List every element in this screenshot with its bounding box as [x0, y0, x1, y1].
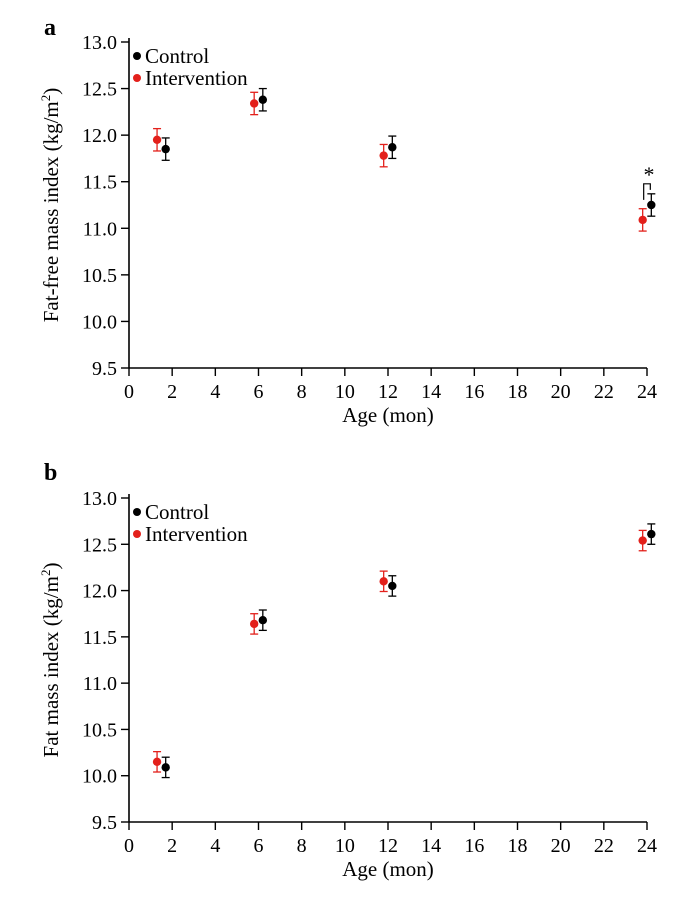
y-tick-label: 11.5: [83, 172, 117, 194]
x-tick-label: 14: [421, 381, 441, 403]
legend-label-control: Control: [145, 44, 209, 68]
y-axis-title-text: Fat mass index (kg/m: [39, 576, 63, 757]
data-point-control: [647, 529, 656, 539]
significance-asterisk: *: [644, 162, 655, 187]
y-tick-label: 10.5: [82, 719, 117, 741]
data-point-control: [258, 95, 268, 104]
x-tick-label: 16: [464, 381, 484, 403]
x-tick-label: 14: [421, 835, 441, 857]
legend-marker-intervention: [133, 530, 141, 538]
data-point-control: [161, 144, 170, 154]
x-tick-label: 12: [378, 835, 398, 857]
x-tick-label: 8: [297, 835, 307, 857]
x-tick-label: 10: [335, 381, 355, 403]
data-point-intervention: [152, 135, 162, 144]
x-tick-label: 18: [508, 381, 528, 403]
x-tick-label: 22: [594, 835, 614, 857]
y-tick-label: 9.5: [92, 812, 117, 834]
significance-bracket: [643, 183, 651, 200]
x-tick-label: 16: [464, 835, 484, 857]
data-point-control: [388, 143, 397, 152]
y-tick-label: 11.5: [83, 627, 117, 649]
x-tick-label: 2: [167, 835, 177, 857]
y-tick-label: 12.5: [82, 534, 117, 556]
y-axis-title-superscript: 2: [38, 95, 53, 102]
panel-label: b: [44, 460, 57, 486]
x-tick-label: 0: [124, 835, 134, 857]
data-point-intervention: [249, 99, 259, 108]
x-tick-label: 6: [254, 835, 264, 857]
y-tick-label: 9.5: [92, 358, 117, 380]
x-tick-label: 24: [637, 835, 657, 857]
x-axis-title: Age (mon): [342, 403, 434, 427]
x-tick-label: 4: [210, 381, 220, 403]
x-tick-label: 2: [167, 381, 177, 403]
y-tick-label: 13.0: [82, 32, 117, 54]
x-tick-label: 22: [594, 381, 614, 403]
legend-label-control: Control: [145, 500, 209, 524]
x-tick-label: 20: [551, 835, 571, 857]
x-tick-label: 20: [551, 381, 571, 403]
data-point-control: [388, 581, 397, 591]
data-point-control: [647, 200, 656, 210]
x-tick-label: 18: [508, 835, 528, 857]
legend-marker-intervention: [133, 74, 141, 82]
y-tick-label: 11.0: [83, 218, 117, 240]
data-point-intervention: [638, 536, 647, 545]
y-axis-title-superscript: 2: [38, 570, 53, 577]
legend-label-intervention: Intervention: [145, 66, 248, 90]
y-axis-title-text: Fat-free mass index (kg/m: [39, 101, 63, 322]
legend-marker-control: [133, 52, 141, 60]
y-tick-label: 12.0: [82, 125, 117, 147]
data-point-control: [161, 763, 170, 772]
x-tick-label: 24: [637, 381, 657, 403]
y-tick-label: 13.0: [82, 488, 117, 510]
panel-label: a: [44, 15, 56, 41]
y-tick-label: 10.0: [82, 766, 117, 788]
x-tick-label: 6: [254, 381, 264, 403]
y-axis-title-close: ): [39, 88, 63, 95]
data-point-intervention: [249, 619, 259, 629]
y-axis-title: Fat-free mass index (kg/m2): [38, 88, 63, 323]
x-tick-label: 8: [297, 381, 307, 403]
legend-label-intervention: Intervention: [145, 522, 248, 546]
data-point-intervention: [638, 215, 647, 225]
y-axis-title: Fat mass index (kg/m2): [38, 563, 63, 758]
chart-panel-b: b9.510.010.511.011.512.012.513.00 2 4 6 8 10 1…: [38, 460, 657, 881]
x-tick-label: 0: [124, 381, 134, 403]
x-tick-label: 4: [210, 835, 220, 857]
y-tick-label: 10.0: [82, 311, 117, 333]
x-tick-label: 12: [378, 381, 398, 403]
x-tick-label: 10: [335, 835, 355, 857]
x-axis-title: Age (mon): [342, 857, 434, 881]
y-axis-title-close: ): [39, 563, 63, 570]
data-point-intervention: [379, 151, 388, 160]
y-tick-label: 11.0: [83, 673, 117, 695]
y-tick-label: 10.5: [82, 265, 117, 287]
data-point-control: [258, 615, 268, 625]
y-tick-label: 12.0: [82, 581, 117, 603]
y-tick-label: 12.5: [82, 79, 117, 101]
legend-marker-control: [133, 508, 141, 516]
data-point-intervention: [379, 577, 388, 586]
data-point-intervention: [152, 757, 162, 767]
chart-panel-a: a9.510.010.511.011.512.012.513.00 2 4 6 8 10 1…: [38, 15, 657, 427]
